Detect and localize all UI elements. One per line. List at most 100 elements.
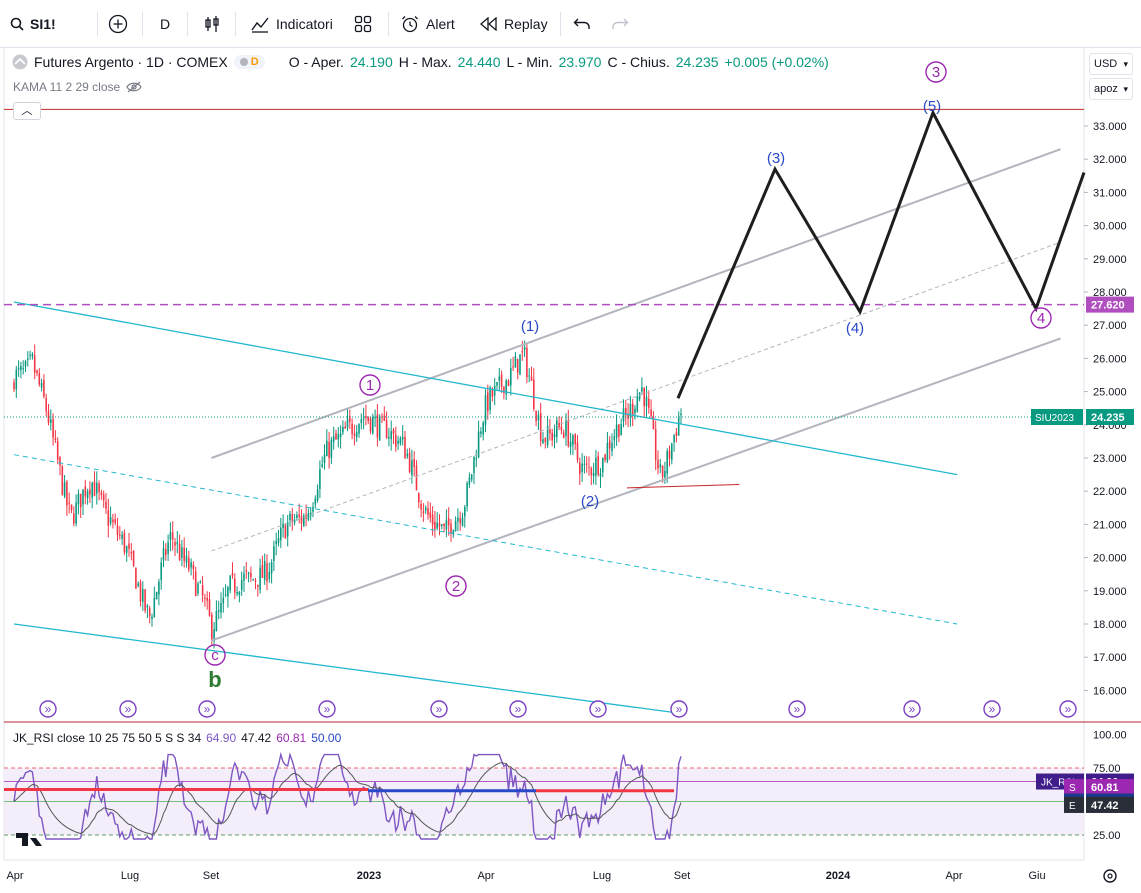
candle-body — [505, 380, 507, 395]
symbol-search[interactable]: SI1! — [10, 10, 56, 38]
candle-body — [516, 358, 519, 373]
candle-body — [151, 616, 153, 620]
event-marker-glyph: » — [324, 702, 331, 716]
candle-body — [422, 511, 425, 514]
candle-body — [234, 578, 236, 593]
candle-body — [319, 469, 321, 489]
candle-body — [59, 457, 61, 466]
candle-body — [454, 520, 457, 532]
candle-body — [528, 375, 530, 377]
candle-body — [447, 517, 450, 526]
candle-body — [84, 486, 87, 497]
candle-body — [395, 434, 397, 447]
time-tick-label: Lug — [121, 870, 139, 882]
replay-button[interactable]: Replay — [480, 10, 548, 38]
rsi-name-tag-label: JK_RSI — [1041, 778, 1075, 789]
search-icon — [10, 17, 24, 31]
alert-label: Alert — [426, 16, 455, 32]
indicator-legend[interactable]: KAMA 11 2 29 close — [13, 80, 142, 94]
status-dot-icon — [239, 58, 248, 66]
eye-crossed-icon[interactable] — [126, 81, 142, 93]
candle-body — [36, 370, 38, 374]
candle-body — [201, 585, 204, 596]
chart-type-button[interactable] — [202, 10, 222, 38]
upper-channel-line — [211, 148, 1061, 459]
indicators-button[interactable]: Indicatori — [250, 10, 333, 38]
currency-select[interactable]: USD ▾ — [1089, 53, 1133, 75]
delay-badge[interactable]: D — [233, 55, 265, 69]
candle-body — [680, 413, 682, 416]
wave-labels: cb 1 2 (1) (2) (3) (4) (5) 3 4 » » » » » » » » » » » » — [39, 61, 1077, 718]
scale-mode-select[interactable]: apoz ▾ — [1089, 78, 1133, 100]
candle-body — [231, 573, 234, 576]
candle-body — [211, 614, 213, 640]
alert-button[interactable]: Alert — [400, 10, 455, 38]
candle-body — [388, 436, 390, 439]
candle-body — [312, 506, 314, 512]
candle-body — [401, 436, 404, 440]
templates-button[interactable] — [354, 10, 372, 38]
candle-body — [390, 431, 392, 440]
candle-body — [533, 379, 535, 409]
event-marker-icon — [430, 700, 448, 718]
redo-button[interactable] — [611, 10, 629, 38]
candle-series — [13, 340, 682, 649]
time-tick-label: Lug — [593, 870, 611, 882]
candle-body — [397, 440, 399, 444]
candle-body — [105, 501, 107, 509]
event-marker-icon — [1059, 700, 1077, 718]
time-tick-label: Set — [674, 870, 691, 882]
candle-body — [643, 387, 645, 407]
candle-body — [583, 463, 586, 465]
candle-body — [480, 431, 482, 434]
candle-body — [337, 434, 340, 440]
candle-body — [514, 356, 517, 368]
rsi-line — [13, 751, 682, 840]
candle-body — [284, 525, 287, 539]
candle-body — [450, 523, 452, 534]
candle-body — [96, 482, 98, 494]
event-marker-glyph: » — [515, 702, 522, 716]
delay-badge-label: D — [250, 56, 259, 68]
indicator-label: KAMA 11 2 29 close — [13, 80, 121, 94]
candle-body — [482, 422, 484, 435]
rsi-level-tag — [1064, 796, 1084, 813]
candle-body — [342, 426, 344, 433]
tradingview-logo-icon — [16, 833, 42, 846]
event-marker-glyph: » — [989, 702, 996, 716]
candle-body — [597, 456, 599, 475]
candle-body — [650, 409, 652, 417]
candle-body — [155, 591, 158, 600]
candle-body — [66, 481, 68, 506]
candle-body — [282, 523, 284, 528]
candle-body — [574, 434, 576, 445]
candle-body — [116, 525, 119, 535]
candle-body — [507, 380, 510, 386]
compare-symbol-button[interactable] — [108, 10, 128, 38]
candle-body — [567, 419, 570, 447]
price-tick-label: 30.000 — [1093, 221, 1127, 233]
collapse-legend-button[interactable]: ︿ — [13, 102, 41, 120]
event-marker-icon — [318, 700, 336, 718]
candle-body — [238, 592, 241, 595]
candle-body — [535, 410, 537, 421]
price-tick-label: 23.000 — [1093, 453, 1127, 465]
candle-body — [526, 347, 528, 378]
symbol-legend: Futures Argento · 1D · COMEX D O - Aper.… — [12, 54, 829, 70]
price-tick-label: 29.000 — [1093, 254, 1127, 266]
candle-body — [192, 564, 195, 569]
undo-button[interactable] — [573, 10, 591, 38]
candle-body — [512, 366, 514, 368]
candle-body — [240, 580, 243, 590]
candle-body — [176, 542, 179, 545]
symbol-price-tag-label: SIU2023 — [1035, 413, 1074, 424]
downtrend-lower-line — [13, 623, 683, 715]
candle-body — [132, 550, 135, 566]
settings-gear-icon[interactable] — [1103, 869, 1117, 883]
interval-button[interactable]: D — [160, 10, 170, 38]
candle-body — [52, 419, 54, 438]
candle-body — [266, 563, 268, 582]
candle-body — [277, 538, 280, 543]
price-tick-label: 25.000 — [1093, 387, 1127, 399]
